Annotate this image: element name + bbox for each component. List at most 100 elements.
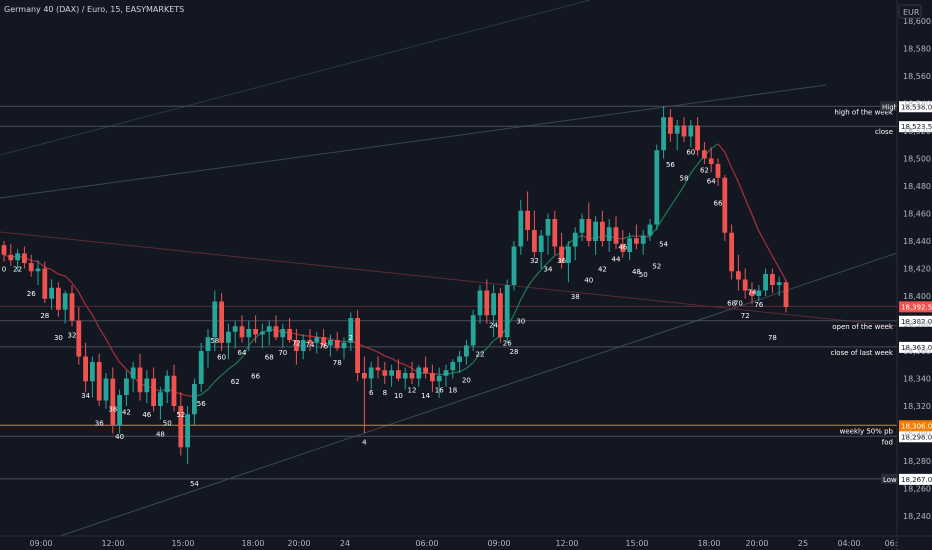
candle[interactable]	[49, 279, 54, 310]
candle[interactable]	[219, 293, 224, 351]
candle[interactable]	[158, 386, 163, 420]
candle[interactable]	[307, 329, 313, 351]
trendline-0[interactable]	[0, 0, 591, 156]
candle[interactable]	[239, 315, 245, 343]
candle[interactable]	[457, 351, 462, 373]
candle[interactable]	[76, 307, 82, 365]
candle[interactable]	[620, 230, 626, 258]
candle[interactable]	[579, 213, 585, 242]
candle[interactable]	[763, 268, 768, 297]
candle[interactable]	[83, 342, 88, 393]
candle[interactable]	[430, 364, 435, 393]
candle[interactable]	[382, 362, 388, 384]
candle[interactable]	[144, 370, 150, 404]
candle[interactable]	[776, 276, 782, 296]
candle[interactable]	[668, 109, 673, 142]
candle[interactable]	[572, 227, 578, 261]
candle[interactable]	[674, 120, 680, 151]
candle[interactable]	[498, 287, 503, 343]
candle[interactable]	[130, 362, 136, 393]
candle[interactable]	[90, 356, 95, 398]
candle[interactable]	[348, 312, 354, 352]
candle[interactable]	[661, 106, 666, 159]
candle[interactable]	[654, 144, 660, 230]
candle[interactable]	[681, 117, 687, 142]
candle[interactable]	[246, 320, 252, 351]
candle[interactable]	[470, 309, 476, 351]
candle[interactable]	[151, 367, 156, 412]
candle[interactable]	[205, 329, 211, 368]
candle[interactable]	[504, 279, 510, 343]
candle[interactable]	[729, 224, 734, 280]
candle[interactable]	[273, 315, 279, 340]
candle[interactable]	[518, 199, 524, 255]
candle[interactable]	[566, 241, 571, 283]
candle[interactable]	[232, 320, 238, 349]
candle[interactable]	[702, 142, 707, 164]
candle[interactable]	[545, 213, 551, 255]
candle[interactable]	[198, 342, 204, 393]
currency-badge[interactable]: EUR	[898, 4, 922, 19]
candle[interactable]	[416, 364, 422, 387]
candle[interactable]	[538, 230, 544, 269]
candle[interactable]	[171, 364, 177, 412]
candle[interactable]	[192, 378, 197, 426]
trendline-2[interactable]	[0, 231, 898, 327]
candle[interactable]	[640, 230, 646, 255]
candle[interactable]	[756, 285, 762, 302]
candle[interactable]	[627, 232, 632, 261]
candle[interactable]	[321, 329, 326, 349]
candle[interactable]	[1, 241, 7, 262]
candle[interactable]	[532, 210, 537, 258]
candle[interactable]	[375, 356, 381, 379]
candle[interactable]	[28, 254, 34, 277]
candle[interactable]	[606, 219, 612, 252]
candle[interactable]	[613, 216, 619, 250]
candle[interactable]	[42, 261, 48, 303]
candle[interactable]	[783, 279, 789, 313]
candle[interactable]	[124, 370, 129, 406]
candle[interactable]	[491, 285, 496, 338]
trendline-3[interactable]	[59, 252, 898, 537]
candle[interactable]	[287, 318, 292, 343]
candle[interactable]	[525, 191, 530, 242]
candle[interactable]	[212, 290, 218, 352]
candle[interactable]	[715, 158, 721, 187]
candle[interactable]	[477, 285, 483, 324]
candle[interactable]	[552, 210, 558, 255]
candle[interactable]	[294, 329, 299, 365]
candle[interactable]	[749, 282, 755, 305]
candle[interactable]	[770, 268, 775, 294]
candle[interactable]	[362, 356, 367, 434]
candle[interactable]	[559, 232, 564, 269]
candle[interactable]	[314, 331, 320, 354]
candle[interactable]	[137, 353, 143, 401]
candle[interactable]	[368, 362, 374, 390]
candle[interactable]	[15, 249, 20, 272]
candle[interactable]	[110, 367, 116, 434]
candle[interactable]	[396, 359, 401, 382]
candle[interactable]	[280, 323, 286, 349]
candle[interactable]	[647, 219, 653, 241]
candle[interactable]	[96, 353, 102, 406]
candle[interactable]	[103, 373, 109, 409]
candle[interactable]	[8, 243, 14, 266]
candle[interactable]	[423, 356, 428, 379]
candle[interactable]	[634, 224, 639, 250]
candle[interactable]	[62, 290, 68, 324]
candle[interactable]	[164, 370, 170, 404]
candle[interactable]	[334, 331, 340, 351]
candle[interactable]	[722, 175, 728, 241]
candle[interactable]	[117, 389, 122, 434]
candle[interactable]	[688, 120, 694, 148]
candle[interactable]	[695, 117, 700, 156]
candle[interactable]	[464, 340, 469, 365]
candle[interactable]	[260, 323, 265, 349]
candle[interactable]	[736, 254, 741, 291]
candle[interactable]	[178, 392, 184, 456]
candle[interactable]	[266, 320, 272, 346]
candle[interactable]	[402, 367, 408, 390]
candle[interactable]	[484, 279, 490, 324]
candle[interactable]	[69, 285, 75, 327]
